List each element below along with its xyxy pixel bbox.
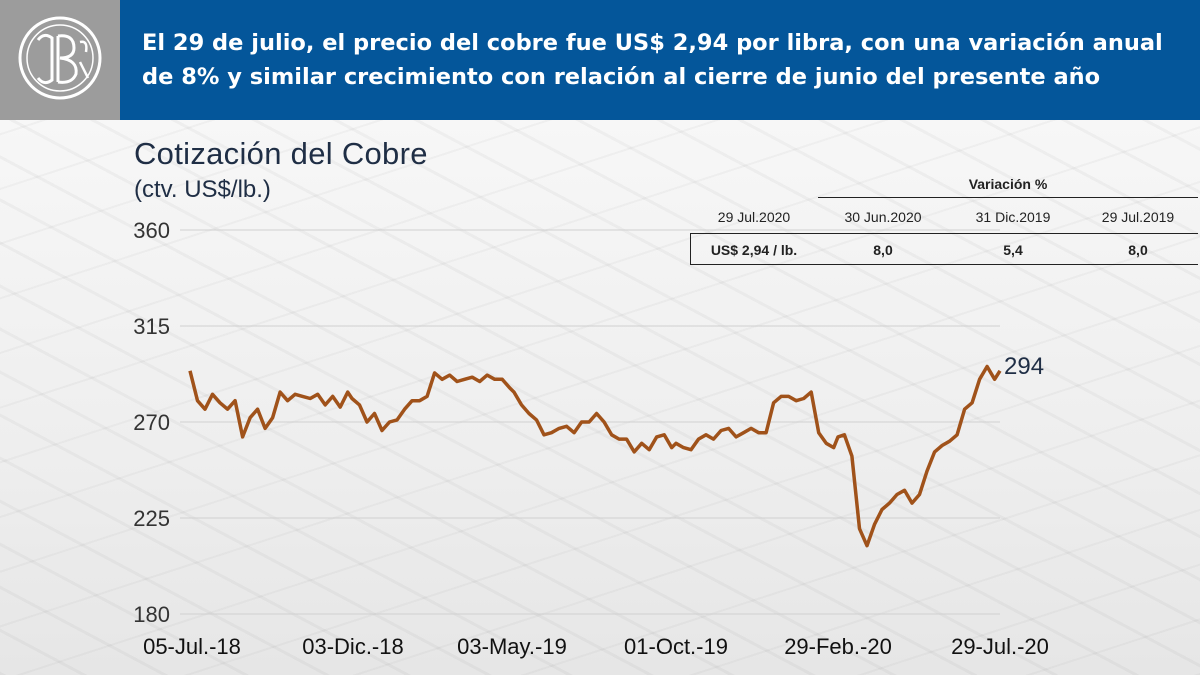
table-rule-top [818,197,1198,198]
table-rule-mid [690,233,1198,234]
logo-monogram-icon [18,16,102,100]
y-tick-label: 225 [133,506,170,531]
chart-y-ticks: 360 315 270 225 180 [133,218,170,627]
table-value-cell-3: 8,0 [1128,242,1148,258]
table-header-date: 29 Jul.2020 [717,209,791,225]
y-tick-label: 270 [133,410,170,435]
header-banner: El 29 de julio, el precio del cobre fue … [0,0,1200,120]
bank-logo [0,0,120,120]
x-tick-label: 03-Dic.-18 [302,634,403,659]
y-tick-label: 180 [133,602,170,627]
chart-subtitle: (ctv. US$/lb.) [134,176,271,203]
y-tick-label: 360 [133,218,170,243]
table-header-col-2: 31 Dic.2019 [975,209,1051,225]
table-price-cell: US$ 2,94 / lb. [710,242,798,258]
table-value-cell-2: 5,4 [1003,242,1023,258]
chart-series: 294 [188,353,1044,548]
x-tick-label: 05-Jul.-18 [143,634,241,659]
variation-table: Variación % 29 Jul.2020 30 Jun.2020 31 D… [690,172,1198,272]
x-tick-label: 29-Jul.-20 [951,634,1049,659]
x-tick-label: 03-May.-19 [457,634,567,659]
table-header-col-1: 30 Jun.2020 [844,209,922,225]
x-tick-label: 29-Feb.-20 [784,634,892,659]
copper-price-line [188,364,1002,548]
end-value-label: 294 [1004,353,1044,380]
chart-title: Cotización del Cobre [134,136,428,171]
background-texture [0,120,1200,675]
table-value-cell-1: 8,0 [873,242,893,258]
chart-x-ticks: 05-Jul.-18 03-Dic.-18 03-May.-19 01-Oct.-19… [143,634,1049,659]
y-tick-label: 315 [133,314,170,339]
table-header-col-3: 29 Jul.2019 [1101,209,1175,225]
table-rule-left [690,233,691,265]
variation-table-title: Variación % [968,176,1048,192]
x-tick-label: 01-Oct.-19 [624,634,728,659]
headline-text: El 29 de julio, el precio del cobre fue … [142,30,1163,90]
table-rule-bottom [690,264,1198,265]
